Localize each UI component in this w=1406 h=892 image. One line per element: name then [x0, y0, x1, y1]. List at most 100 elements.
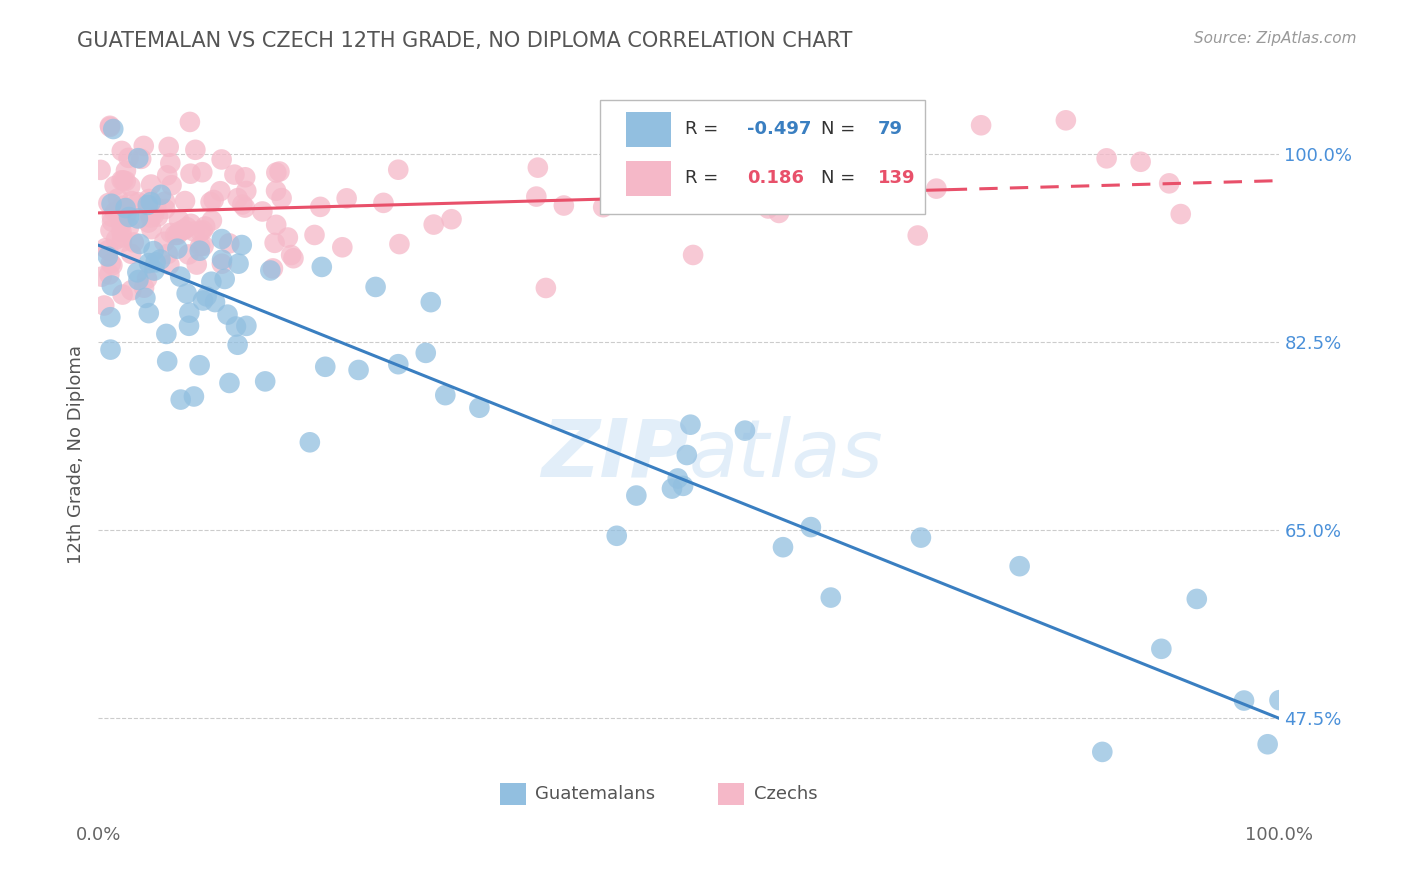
Point — [910, 531, 932, 545]
Point — [136, 198, 159, 212]
Point — [100, 278, 122, 293]
Point — [132, 139, 155, 153]
Point — [127, 151, 149, 165]
Point — [218, 236, 240, 251]
Point — [173, 223, 195, 237]
Point — [98, 310, 121, 325]
Text: R =: R = — [685, 169, 724, 187]
Bar — [501, 782, 526, 805]
Point — [218, 376, 240, 390]
Point — [118, 210, 141, 224]
Point — [167, 213, 190, 227]
Point — [166, 242, 188, 256]
Text: 0.186: 0.186 — [747, 169, 804, 187]
Point — [1054, 113, 1077, 128]
Y-axis label: 12th Grade, No Diploma: 12th Grade, No Diploma — [66, 345, 84, 565]
Point — [1008, 559, 1031, 574]
Text: 79: 79 — [877, 120, 903, 138]
Point — [277, 230, 299, 244]
Point — [754, 196, 776, 211]
Point — [387, 357, 409, 371]
Point — [1233, 693, 1256, 707]
Point — [388, 237, 411, 252]
Text: GUATEMALAN VS CZECH 12TH GRADE, NO DIPLOMA CORRELATION CHART: GUATEMALAN VS CZECH 12TH GRADE, NO DIPLO… — [77, 31, 852, 51]
Point — [314, 359, 336, 374]
Point — [970, 118, 993, 132]
Point — [419, 295, 441, 310]
Point — [734, 424, 756, 438]
Point — [98, 268, 121, 282]
Point — [280, 248, 302, 262]
Point — [179, 306, 201, 320]
Point — [217, 308, 239, 322]
Point — [682, 248, 704, 262]
Point — [235, 318, 257, 333]
Point — [163, 227, 186, 242]
Point — [115, 163, 138, 178]
Point — [127, 195, 149, 210]
Point — [235, 184, 257, 198]
Point — [269, 164, 291, 178]
Point — [233, 201, 256, 215]
Point — [191, 293, 214, 308]
Point — [262, 261, 284, 276]
Point — [304, 227, 326, 242]
Point — [111, 202, 134, 217]
Point — [180, 217, 202, 231]
Point — [211, 252, 233, 267]
Point — [190, 225, 212, 239]
Point — [263, 235, 285, 250]
Point — [231, 238, 253, 252]
Point — [225, 319, 247, 334]
Point — [127, 211, 149, 226]
Point — [160, 178, 183, 193]
Point — [259, 263, 281, 277]
Text: 139: 139 — [877, 169, 915, 187]
Point — [666, 471, 689, 485]
Point — [672, 479, 695, 493]
Point — [153, 202, 176, 216]
Point — [264, 218, 287, 232]
Bar — [626, 112, 671, 146]
Point — [422, 218, 444, 232]
Point — [112, 173, 135, 187]
Point — [183, 389, 205, 403]
Point — [145, 200, 167, 214]
Point — [1150, 641, 1173, 656]
Point — [200, 275, 222, 289]
Point — [159, 156, 181, 170]
Point — [1095, 152, 1118, 166]
Point — [266, 165, 288, 179]
Point — [813, 153, 835, 168]
Text: atlas: atlas — [689, 416, 884, 494]
Point — [188, 244, 211, 258]
Point — [209, 184, 232, 198]
Point — [177, 318, 200, 333]
Point — [387, 162, 409, 177]
Point — [179, 167, 201, 181]
Point — [155, 326, 177, 341]
Point — [820, 591, 842, 605]
Point — [136, 204, 159, 219]
Point — [127, 265, 149, 279]
Point — [772, 540, 794, 554]
Point — [110, 224, 132, 238]
Point — [534, 281, 557, 295]
Point — [298, 435, 321, 450]
Point — [150, 187, 173, 202]
Point — [139, 211, 162, 225]
Point — [107, 192, 129, 206]
Point — [97, 244, 120, 258]
Point — [675, 448, 697, 462]
Point — [105, 232, 128, 246]
Point — [104, 179, 127, 194]
Point — [1129, 154, 1152, 169]
Point — [107, 204, 129, 219]
Point — [142, 208, 165, 222]
Point — [143, 263, 166, 277]
Bar — [626, 161, 671, 196]
Point — [100, 343, 122, 357]
Point — [115, 207, 138, 221]
Point — [214, 272, 236, 286]
Point — [336, 191, 359, 205]
